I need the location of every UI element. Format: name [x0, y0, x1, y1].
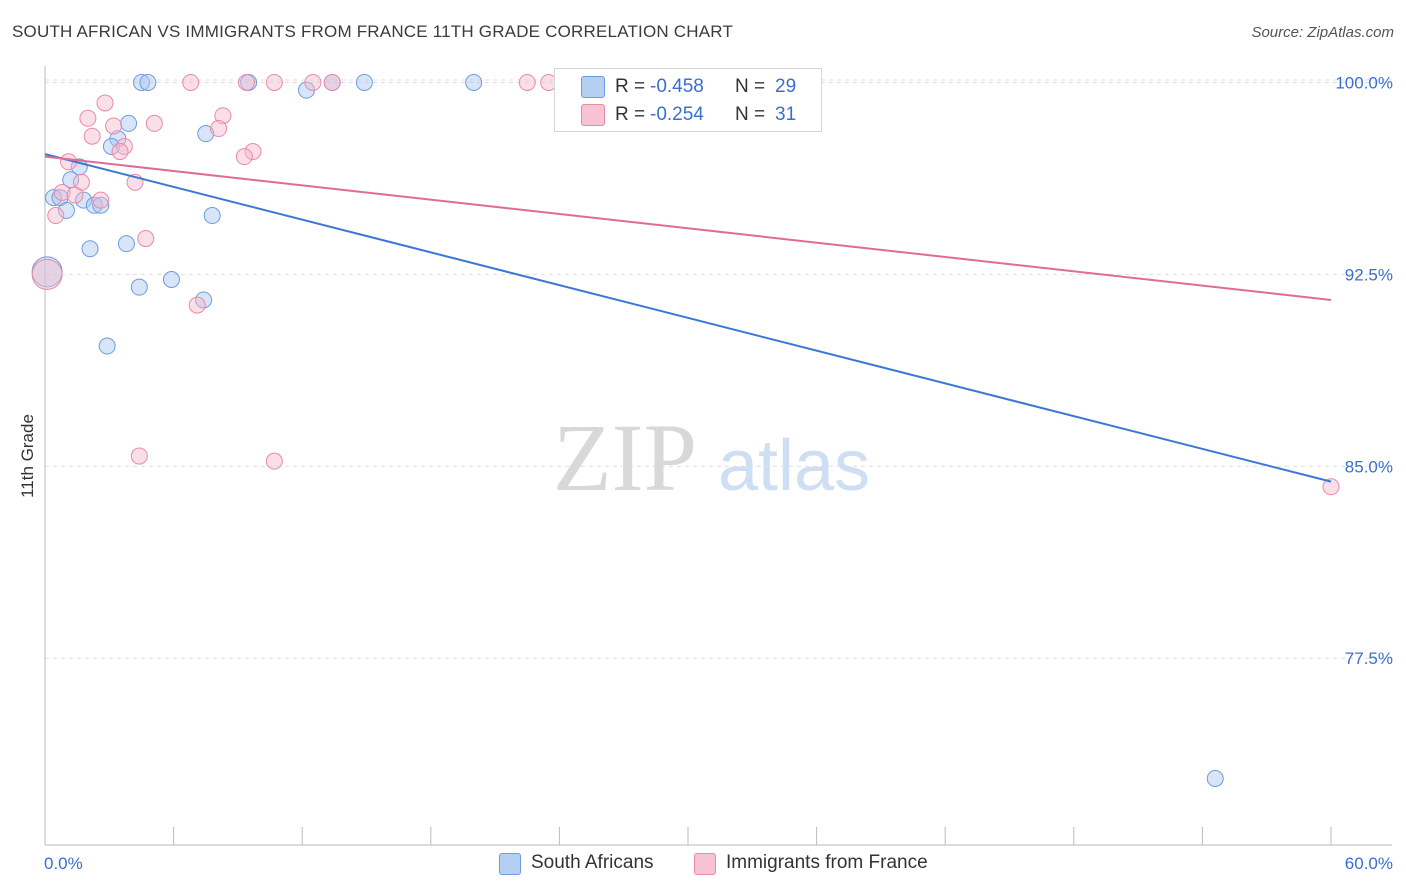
n-value: 31 — [775, 104, 797, 125]
france-point — [92, 191, 110, 209]
legend-label: Immigrants from France — [726, 852, 928, 873]
france-point — [53, 184, 71, 201]
gridlines — [45, 79, 1392, 659]
south-african-point — [98, 337, 116, 355]
n-label: N = — [735, 76, 766, 97]
source-credit: Source: ZipAtlas.com — [1251, 24, 1394, 41]
y-tick-label: 85.0% — [1345, 457, 1393, 476]
france-point — [214, 107, 232, 125]
france-point — [137, 230, 155, 248]
stats-legend-row-france: R = -0.254 N = 31 — [555, 100, 821, 128]
r-value: -0.458 — [650, 76, 704, 97]
stats-legend-row-south-africans: R = -0.458 N = 29 — [555, 72, 821, 100]
france-point — [182, 73, 200, 91]
pink-swatch-icon — [581, 104, 605, 126]
x-tick-label: 60.0% — [1345, 854, 1393, 873]
france-point — [130, 447, 148, 465]
south-african-point — [197, 125, 215, 143]
watermark: ZIP atlas — [553, 404, 870, 511]
south-african-point — [45, 189, 63, 207]
france-point — [244, 143, 262, 161]
south-african-point — [81, 240, 99, 258]
chart-title: SOUTH AFRICAN VS IMMIGRANTS FROM FRANCE … — [12, 22, 734, 41]
france-point — [1322, 478, 1340, 496]
france-point — [83, 127, 101, 145]
france-point — [79, 109, 97, 127]
n-value: 29 — [775, 76, 797, 97]
y-tick-label: 77.5% — [1345, 649, 1393, 668]
france-point — [111, 143, 129, 161]
south-african-point — [120, 114, 138, 132]
france-point — [145, 114, 163, 132]
r-value: -0.254 — [650, 104, 704, 125]
axes — [44, 66, 1392, 846]
france-point — [210, 120, 228, 138]
stats-legend: R = -0.458 N = 29 R = -0.254 N = 31 — [554, 68, 822, 132]
south-african-point — [57, 201, 75, 219]
south-african-point — [75, 191, 93, 209]
south-african-trend-line — [44, 153, 1332, 483]
france-point — [265, 73, 283, 91]
legend-label: South Africans — [531, 852, 654, 873]
r-label: R = — [615, 104, 646, 125]
france-point — [323, 73, 341, 91]
pink-swatch-icon — [694, 853, 716, 875]
south-african-point — [1206, 769, 1224, 787]
south-african-point — [62, 171, 80, 189]
blue-swatch-icon — [581, 76, 605, 98]
south-african-point — [92, 196, 110, 214]
south-african-point — [465, 73, 483, 91]
france-point — [265, 452, 283, 470]
france-point — [47, 207, 65, 225]
france-point — [237, 73, 255, 91]
france-point — [188, 296, 206, 314]
france-point — [66, 186, 84, 204]
south-african-point — [117, 235, 135, 253]
r-label: R = — [615, 76, 646, 97]
france-point — [105, 117, 123, 135]
watermark-zip: ZIP — [553, 404, 697, 511]
france-point — [518, 73, 536, 91]
y-tick-label: 92.5% — [1345, 265, 1393, 284]
south-african-point — [102, 137, 120, 155]
france-point — [235, 148, 253, 166]
watermark-atlas: atlas — [718, 426, 870, 506]
south-african-point — [132, 73, 150, 91]
y-axis-label: 11th Grade — [18, 414, 37, 498]
south-african-point — [139, 73, 157, 91]
south-african-point — [162, 271, 180, 288]
y-tick-label: 100.0% — [1335, 73, 1393, 92]
blue-swatch-icon — [499, 853, 521, 875]
x-tick-label: 0.0% — [44, 854, 83, 873]
n-label: N = — [735, 104, 766, 125]
south-african-point — [203, 207, 221, 225]
france-point — [304, 73, 322, 91]
france-point — [96, 94, 114, 112]
south-african-point — [355, 73, 373, 91]
south-african-point — [130, 278, 148, 296]
france-point — [31, 258, 63, 290]
france-trend-line — [44, 155, 1332, 301]
